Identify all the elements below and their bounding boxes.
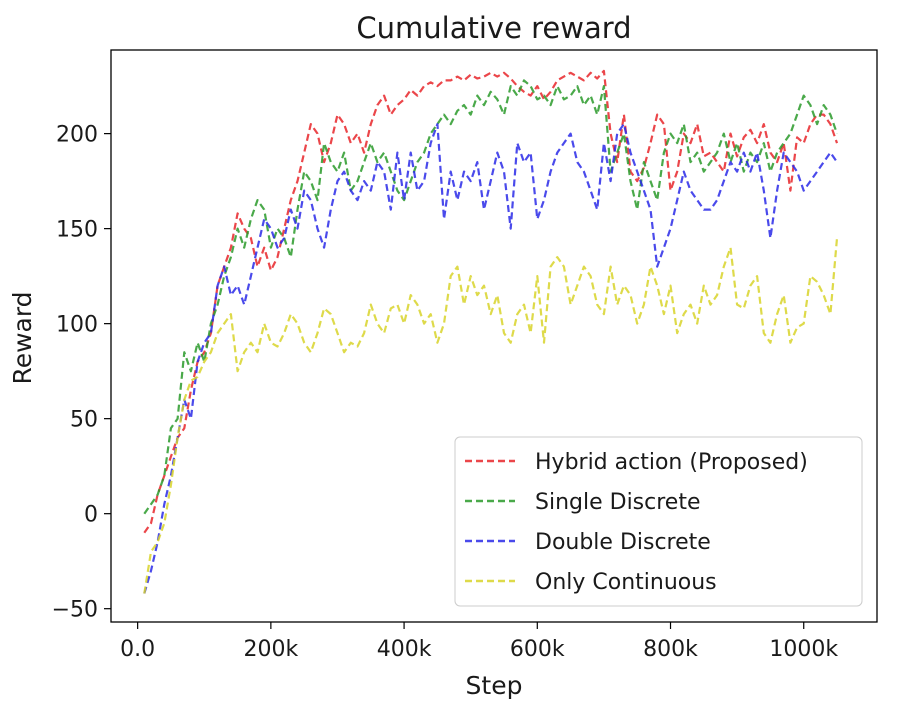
legend-box: [454, 436, 863, 607]
x-tick-label: 1000k: [769, 637, 838, 662]
y-tick-label: 150: [56, 218, 98, 243]
x-tick-label: 0.0: [120, 637, 155, 662]
x-tick-label: 800k: [643, 637, 698, 662]
legend-label: Single Discrete: [535, 490, 701, 515]
x-tick-label: 400k: [377, 637, 432, 662]
y-tick-label: 100: [56, 313, 98, 338]
plot-area: [143, 69, 839, 594]
x-tick-label: 200k: [243, 637, 298, 662]
series-line-1: [143, 69, 839, 534]
legend-label: Only Continuous: [535, 570, 717, 595]
x-axis: 0.0 200k 400k 600k 800k 1000k: [120, 622, 838, 662]
series-line-2: [143, 79, 839, 515]
plot-frame: [110, 49, 878, 623]
legend-label: Hybrid action (Proposed): [535, 450, 808, 475]
y-tick-label: −50: [52, 598, 98, 623]
y-tick-label: 200: [56, 123, 98, 148]
legend: Hybrid action (Proposed) Single Discrete D…: [454, 436, 863, 607]
series-line-3: [143, 122, 838, 594]
y-axis: −50 0 50 100 150 200: [52, 123, 111, 623]
x-tick-label: 600k: [510, 637, 565, 662]
legend-label: Double Discrete: [535, 530, 711, 555]
y-tick-label: 50: [70, 408, 98, 433]
series-line-4: [143, 238, 839, 594]
y-axis-label: Reward: [8, 291, 37, 384]
x-axis-label: Step: [466, 671, 523, 700]
chart-title: Cumulative reward: [356, 11, 631, 45]
y-tick-label: 0: [84, 503, 98, 528]
